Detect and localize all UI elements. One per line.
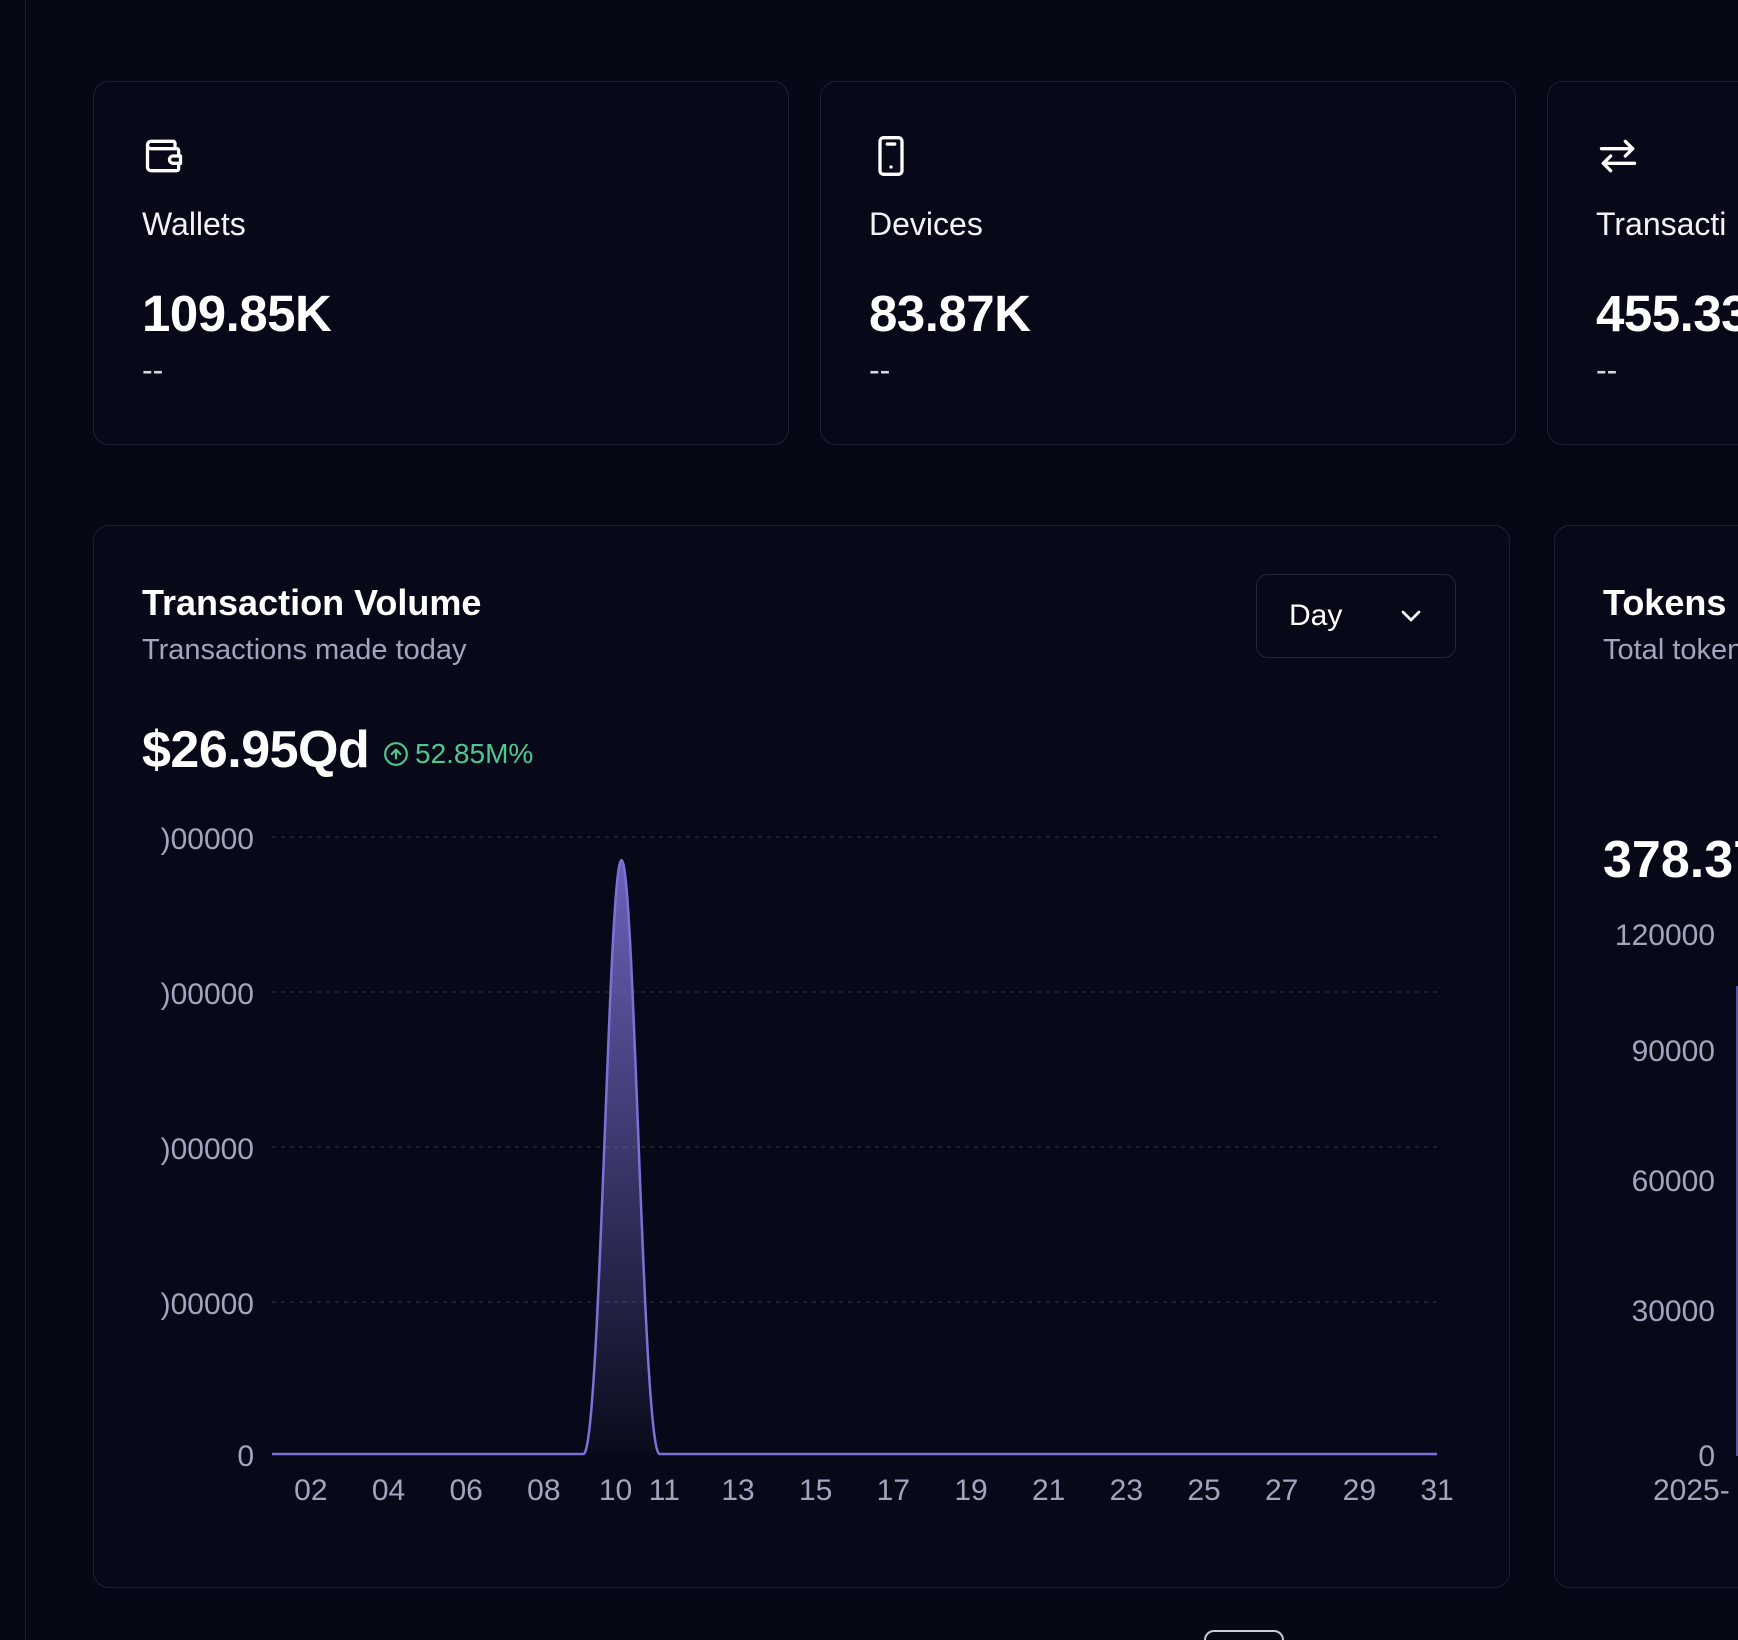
x-tick-label: 06 [449, 1474, 482, 1507]
transaction-volume-chart: )00000 )00000 )00000 )00000 0 02 04 06 08 10 11 13… [94, 806, 1454, 1507]
transaction-volume-card: Transaction Volume Transactions made tod… [93, 525, 1510, 1588]
x-tick-label: 31 [1420, 1474, 1453, 1507]
y-tick-label: )00000 [161, 978, 254, 1011]
period-dropdown[interactable]: Day [1256, 574, 1456, 658]
tokens-y-tick-label: 60000 [1632, 1165, 1715, 1198]
period-dropdown-value: Day [1289, 599, 1343, 632]
arrows-swap-icon [1599, 139, 1637, 173]
stat-delta: -- [869, 352, 891, 388]
x-tick-label: 21 [1032, 1474, 1065, 1507]
x-tick-label: 17 [877, 1474, 910, 1507]
scroll-handle[interactable] [1204, 1630, 1284, 1640]
x-tick-label: 15 [799, 1474, 832, 1507]
x-tick-label: 10 [599, 1474, 632, 1507]
stat-label: Transacti [1596, 206, 1727, 242]
series-line [272, 858, 1437, 1456]
change-badge: 52.85M% [383, 738, 533, 770]
chevron-down-icon [1401, 610, 1421, 622]
tokens-title: Tokens u [1603, 582, 1738, 623]
tokens-subtitle: Total token [1603, 634, 1738, 666]
stat-delta: -- [142, 352, 164, 388]
chart-total-value: $26.95Qd [142, 721, 370, 779]
x-tick-label: 04 [372, 1474, 405, 1507]
x-tick-label: 08 [527, 1474, 560, 1507]
stat-card-wallets: Wallets 109.85K -- [93, 81, 789, 445]
stat-card-transactions: Transacti 455.33 -- [1547, 81, 1738, 445]
wallet-icon [145, 139, 183, 173]
stat-value: 455.33 [1596, 285, 1738, 342]
stat-value: 83.87K [869, 285, 1031, 342]
x-tick-label: 27 [1265, 1474, 1298, 1507]
label-clip [94, 806, 142, 1406]
smartphone-icon [878, 136, 904, 176]
left-rail [0, 0, 26, 1640]
stat-label: Devices [869, 206, 983, 242]
x-tick-label: 19 [954, 1474, 987, 1507]
stat-card-devices: Devices 83.87K -- [820, 81, 1516, 445]
x-tick-label: 13 [721, 1474, 754, 1507]
tokens-y-tick-label: 90000 [1632, 1035, 1715, 1068]
x-tick-label: 11 [649, 1474, 680, 1507]
arrow-up-circle-icon [384, 742, 408, 766]
stat-value: 109.85K [142, 285, 332, 342]
area-fill [272, 860, 1437, 1454]
x-tick-label: 23 [1110, 1474, 1143, 1507]
x-tick-label: 29 [1343, 1474, 1376, 1507]
x-tick-label: 02 [294, 1474, 327, 1507]
tokens-y-tick-label: 30000 [1632, 1295, 1715, 1328]
change-value: 52.85M% [415, 738, 534, 769]
chart-title: Transaction Volume [142, 582, 482, 623]
tokens-y-tick-label: 120000 [1615, 919, 1715, 952]
tokens-y-tick-label: 0 [1698, 1440, 1715, 1473]
chart-subtitle: Transactions made today [142, 634, 467, 666]
y-tick-label: )00000 [161, 823, 254, 856]
stat-label: Wallets [142, 206, 246, 242]
x-tick-label: 25 [1187, 1474, 1220, 1507]
stat-delta: -- [1596, 352, 1618, 388]
tokens-x-tick-label: 2025- [1653, 1474, 1730, 1507]
tokens-chart: 120000 90000 60000 30000 0 2025- [1615, 919, 1738, 1507]
y-tick-label: 0 [237, 1440, 254, 1473]
y-tick-label: )00000 [161, 1288, 254, 1321]
tokens-card: Tokens u Total token 378.37 120000 90000 6… [1554, 525, 1738, 1588]
y-tick-label: )00000 [161, 1133, 254, 1166]
tokens-area-sliver [1736, 986, 1738, 1456]
tokens-value: 378.37 [1603, 831, 1738, 889]
